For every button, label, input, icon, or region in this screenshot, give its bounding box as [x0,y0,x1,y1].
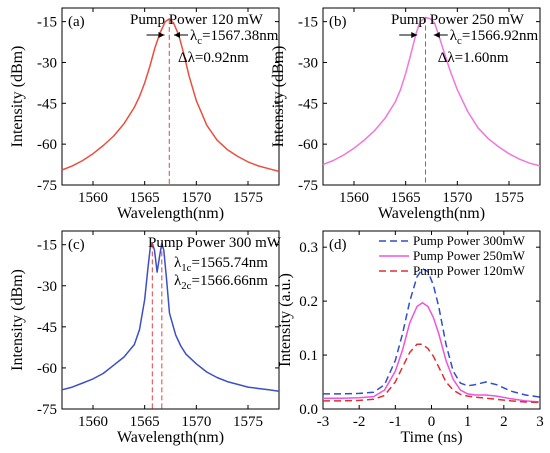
y-tick-label: -15 [298,15,318,31]
x-tick-label: 1575 [494,190,524,206]
y-tick-label: 0.2 [299,294,318,310]
x-tick-label: 1570 [442,190,472,206]
x-tick-label: -1 [389,414,402,430]
x-tick-label: 1575 [233,414,263,430]
x-tick-label: 1565 [130,190,160,206]
y-tick-label: -15 [37,15,57,31]
panel-label: (a) [68,14,85,30]
y-tick-label: -75 [298,178,318,194]
annotation-peak2-wavelength: λ2c=1566.66nm [174,273,268,292]
annotation-title: Pump Power 300 mW [148,235,282,251]
x-axis-label: Wavelength(nm) [117,205,224,222]
y-tick-label: -60 [298,137,318,153]
fwhm-arrowhead-right [174,32,181,38]
annotation-linewidth: Δλ=1.60nm [438,50,509,66]
series-group [61,18,280,173]
annotation-title: Pump Power 120 mW [130,12,264,28]
annotation-peak-wavelength: λc=1567.38nm [190,28,279,47]
panel-b: 1560 1565 1570 1575 -75 -60 -45 -30 -15 Wavelengt… [270,7,541,222]
series-line-1 [323,301,541,403]
plot-frame [61,7,280,186]
x-tick-label: 2 [500,414,508,430]
x-tick-label: 1570 [181,414,211,430]
y-tick-label: -75 [37,178,57,194]
y-tick-label: -60 [37,361,57,377]
y-tick-label: -45 [37,96,57,112]
annotation-peak-wavelength: λc=1566.92nm [450,28,539,47]
legend-entry: Pump Power 250mW [413,248,526,263]
series-group [322,16,541,167]
y-axis-label: Intensity (dBm) [270,46,287,148]
fwhm-arrowhead-right [433,32,440,38]
series-line-2 [323,343,541,404]
y-tick-label: -30 [37,279,57,295]
panel-c: 1560 1565 1570 1575 -75 -60 -45 -30 -15 Wavelengt… [9,230,282,446]
x-tick-label: 1 [464,414,472,430]
x-tick-label: -3 [317,414,330,430]
x-tick-label: 1560 [78,414,108,430]
series-line-0 [323,268,541,398]
annotation-linewidth: Δλ=0.92nm [178,50,249,66]
panel-a: 1560 1565 1570 1575 -75 -60 -45 -30 -15 Wavelengt… [9,7,280,222]
y-tick-label: -30 [298,55,318,71]
x-tick-label: 1560 [78,190,108,206]
series-line [61,18,280,173]
y-tick-label: 0.1 [299,348,318,364]
fwhm-arrowhead-left [411,32,418,38]
fwhm-arrowhead-left [158,32,165,38]
plot-frame [322,7,541,186]
annotation-peak1-wavelength: λ1c=1565.74nm [174,255,268,274]
x-tick-label: 1575 [233,190,263,206]
x-tick-label: 1565 [391,190,421,206]
panel-d: -3 -2 -1 0 1 2 3 0.0 0.1 0.2 0.3 Time (ns) Intensity… [277,230,544,446]
panel-label: (d) [329,237,347,253]
y-tick-label: -60 [37,137,57,153]
y-tick-label: 0.3 [299,240,318,256]
y-axis-label: Intensity (dBm) [9,46,26,148]
y-tick-label: -30 [37,55,57,71]
series-group [323,268,541,404]
panel-label: (c) [68,237,85,253]
y-axis-label: Intensity (dBm) [9,269,26,371]
panel-label: (b) [329,14,347,30]
y-tick-label: -15 [37,238,57,254]
x-axis-label: Wavelength(nm) [117,429,224,446]
plot-frame [61,230,280,410]
x-tick-label: 0 [428,414,436,430]
x-tick-label: 1560 [339,190,369,206]
y-axis-label: Intensity (a.u.) [277,273,294,367]
annotation-title: Pump Power 250 mW [391,12,525,28]
x-tick-label: 1565 [130,414,160,430]
y-tick-label: -75 [37,402,57,418]
x-tick-label: 3 [536,414,544,430]
y-tick-label: -45 [37,320,57,336]
x-axis-label: Wavelength(nm) [378,205,485,222]
legend-entry: Pump Power 120mW [413,263,526,278]
series-line [61,242,280,392]
y-tick-label: -45 [298,96,318,112]
x-tick-label: 1570 [181,190,211,206]
x-tick-label: -2 [353,414,366,430]
x-axis-label: Time (ns) [400,429,462,446]
series-line [322,16,541,167]
series-group [61,242,280,392]
legend-entry: Pump Power 300mW [413,233,526,248]
y-tick-label: 0.0 [299,402,318,418]
